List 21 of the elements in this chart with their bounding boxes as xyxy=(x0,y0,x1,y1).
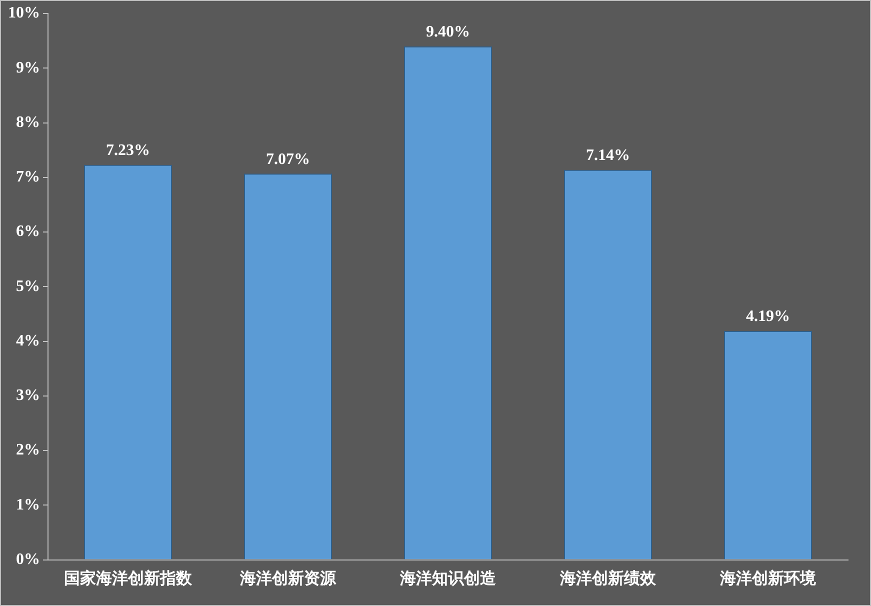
y-tick-label: 10% xyxy=(8,4,40,22)
data-label: 7.07% xyxy=(266,150,310,168)
data-label: 9.40% xyxy=(426,24,470,41)
x-tick-label: 国家海洋创新指数 xyxy=(64,568,193,588)
data-label: 4.19% xyxy=(746,308,790,326)
data-label: 7.14% xyxy=(586,146,630,164)
y-tick-label: 2% xyxy=(16,442,40,459)
y-tick-label: 9% xyxy=(16,59,40,76)
y-tick-label: 6% xyxy=(16,223,40,240)
y-tick-label: 4% xyxy=(16,332,40,350)
x-tick-label: 海洋知识创造 xyxy=(399,570,497,588)
y-tick-label: 1% xyxy=(16,496,40,514)
x-tick-label: 海洋创新资源 xyxy=(239,570,337,588)
x-tick-label: 海洋创新绩效 xyxy=(559,570,657,588)
y-tick-label: 8% xyxy=(16,114,40,131)
y-tick-label: 7% xyxy=(16,168,40,186)
data-label: 7.23% xyxy=(106,142,150,160)
x-tick-label: 海洋创新环境 xyxy=(719,568,817,588)
y-tick-label: 3% xyxy=(16,387,40,404)
y-tick-label: 0% xyxy=(16,550,40,568)
y-tick-label: 5% xyxy=(16,278,40,295)
